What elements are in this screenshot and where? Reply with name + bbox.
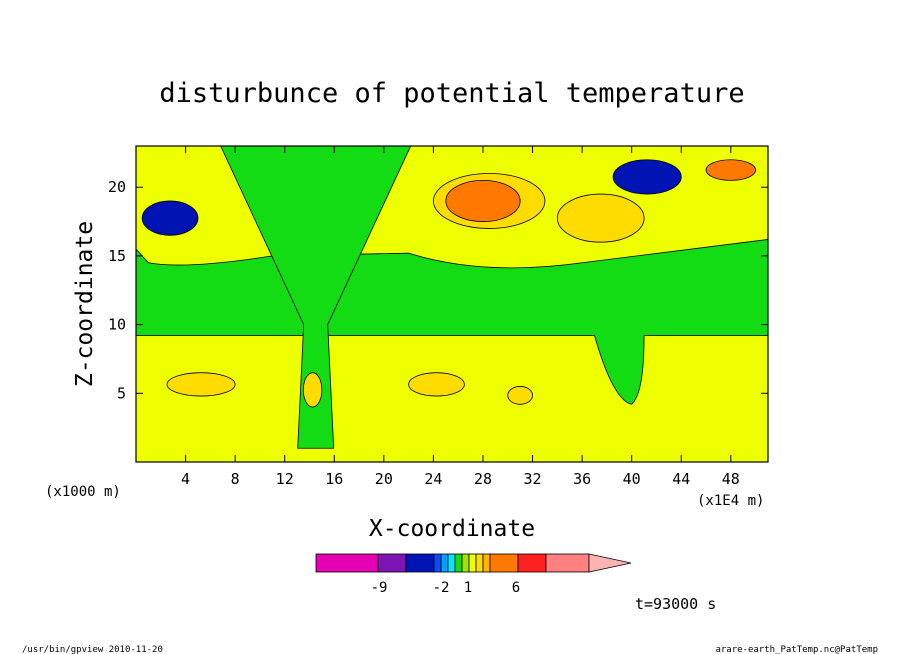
colorbar-labels: -9 -2 1 6: [371, 580, 521, 596]
field-region: [408, 372, 465, 397]
colorbar-segment: [433, 553, 442, 573]
field-region: [507, 386, 533, 405]
field-region: [612, 159, 682, 195]
x-tick-label: 20: [375, 470, 393, 488]
colorbar-segment: [482, 553, 491, 573]
colorbar-segment: [468, 553, 477, 573]
colorbar-segment: [461, 553, 470, 573]
colorbar-label: -2: [433, 580, 450, 596]
plot-frame: [135, 145, 769, 463]
chart-title: disturbunce of potential temperature: [159, 78, 744, 109]
x-tick-label: 44: [672, 470, 690, 488]
colorbar-segment: [377, 553, 407, 573]
field-region: [141, 200, 199, 236]
x-tick-label: 12: [276, 470, 294, 488]
x-tick-label: 24: [424, 470, 442, 488]
x-tick-label: 8: [231, 470, 240, 488]
field-region: [445, 179, 521, 222]
colorbar-label: 6: [512, 580, 520, 596]
colorbar-segment: [454, 553, 463, 573]
x-tick-label: 16: [325, 470, 343, 488]
x-tick-label: 4: [181, 470, 190, 488]
colorbar-end-triangle: [588, 553, 632, 573]
x-axis-label: X-coordinate: [369, 516, 535, 542]
y-axis: 5 10 15 20: [108, 178, 768, 402]
y-tick-label: 5: [117, 384, 126, 402]
y-tick-label: 10: [108, 316, 126, 334]
colorbar-segment: [447, 553, 456, 573]
plot-area: [136, 146, 768, 462]
colorbar-label: 1: [464, 580, 472, 596]
x-axis: 4 8 12 16 20 24 28 32 36 40 44 48: [181, 146, 740, 488]
field-region: [220, 146, 412, 449]
footer-left: /usr/bin/gpview 2010-11-20: [22, 645, 163, 654]
field-region: [166, 372, 236, 397]
x-tick-label: 32: [524, 470, 542, 488]
x-unit-left: (x1000 m): [45, 484, 121, 500]
y-tick-label: 20: [108, 178, 126, 196]
field-region: [302, 372, 323, 408]
field-region: [705, 159, 757, 181]
colorbar-segment: [489, 553, 519, 573]
x-tick-label: 36: [573, 470, 591, 488]
y-axis-label: Z-coordinate: [72, 221, 98, 387]
x-tick-label: 28: [474, 470, 492, 488]
x-tick-label: 40: [623, 470, 641, 488]
colorbar: [315, 553, 632, 573]
colorbar-segment: [405, 553, 435, 573]
colorbar-label: -9: [371, 580, 388, 596]
x-tick-label: 48: [722, 470, 740, 488]
field-region: [556, 193, 645, 243]
colorbar-segment: [545, 553, 590, 573]
colorbar-segment: [517, 553, 547, 573]
y-tick-label: 15: [108, 247, 126, 265]
footer-right: arare-earth_PatTemp.nc@PatTemp: [715, 645, 878, 654]
colorbar-segment: [315, 553, 379, 573]
colorbar-segment: [440, 553, 449, 573]
colorbar-segment: [475, 553, 484, 573]
time-label: t=93000 s: [635, 595, 716, 613]
x-unit-right: (x1E4 m): [697, 493, 764, 509]
